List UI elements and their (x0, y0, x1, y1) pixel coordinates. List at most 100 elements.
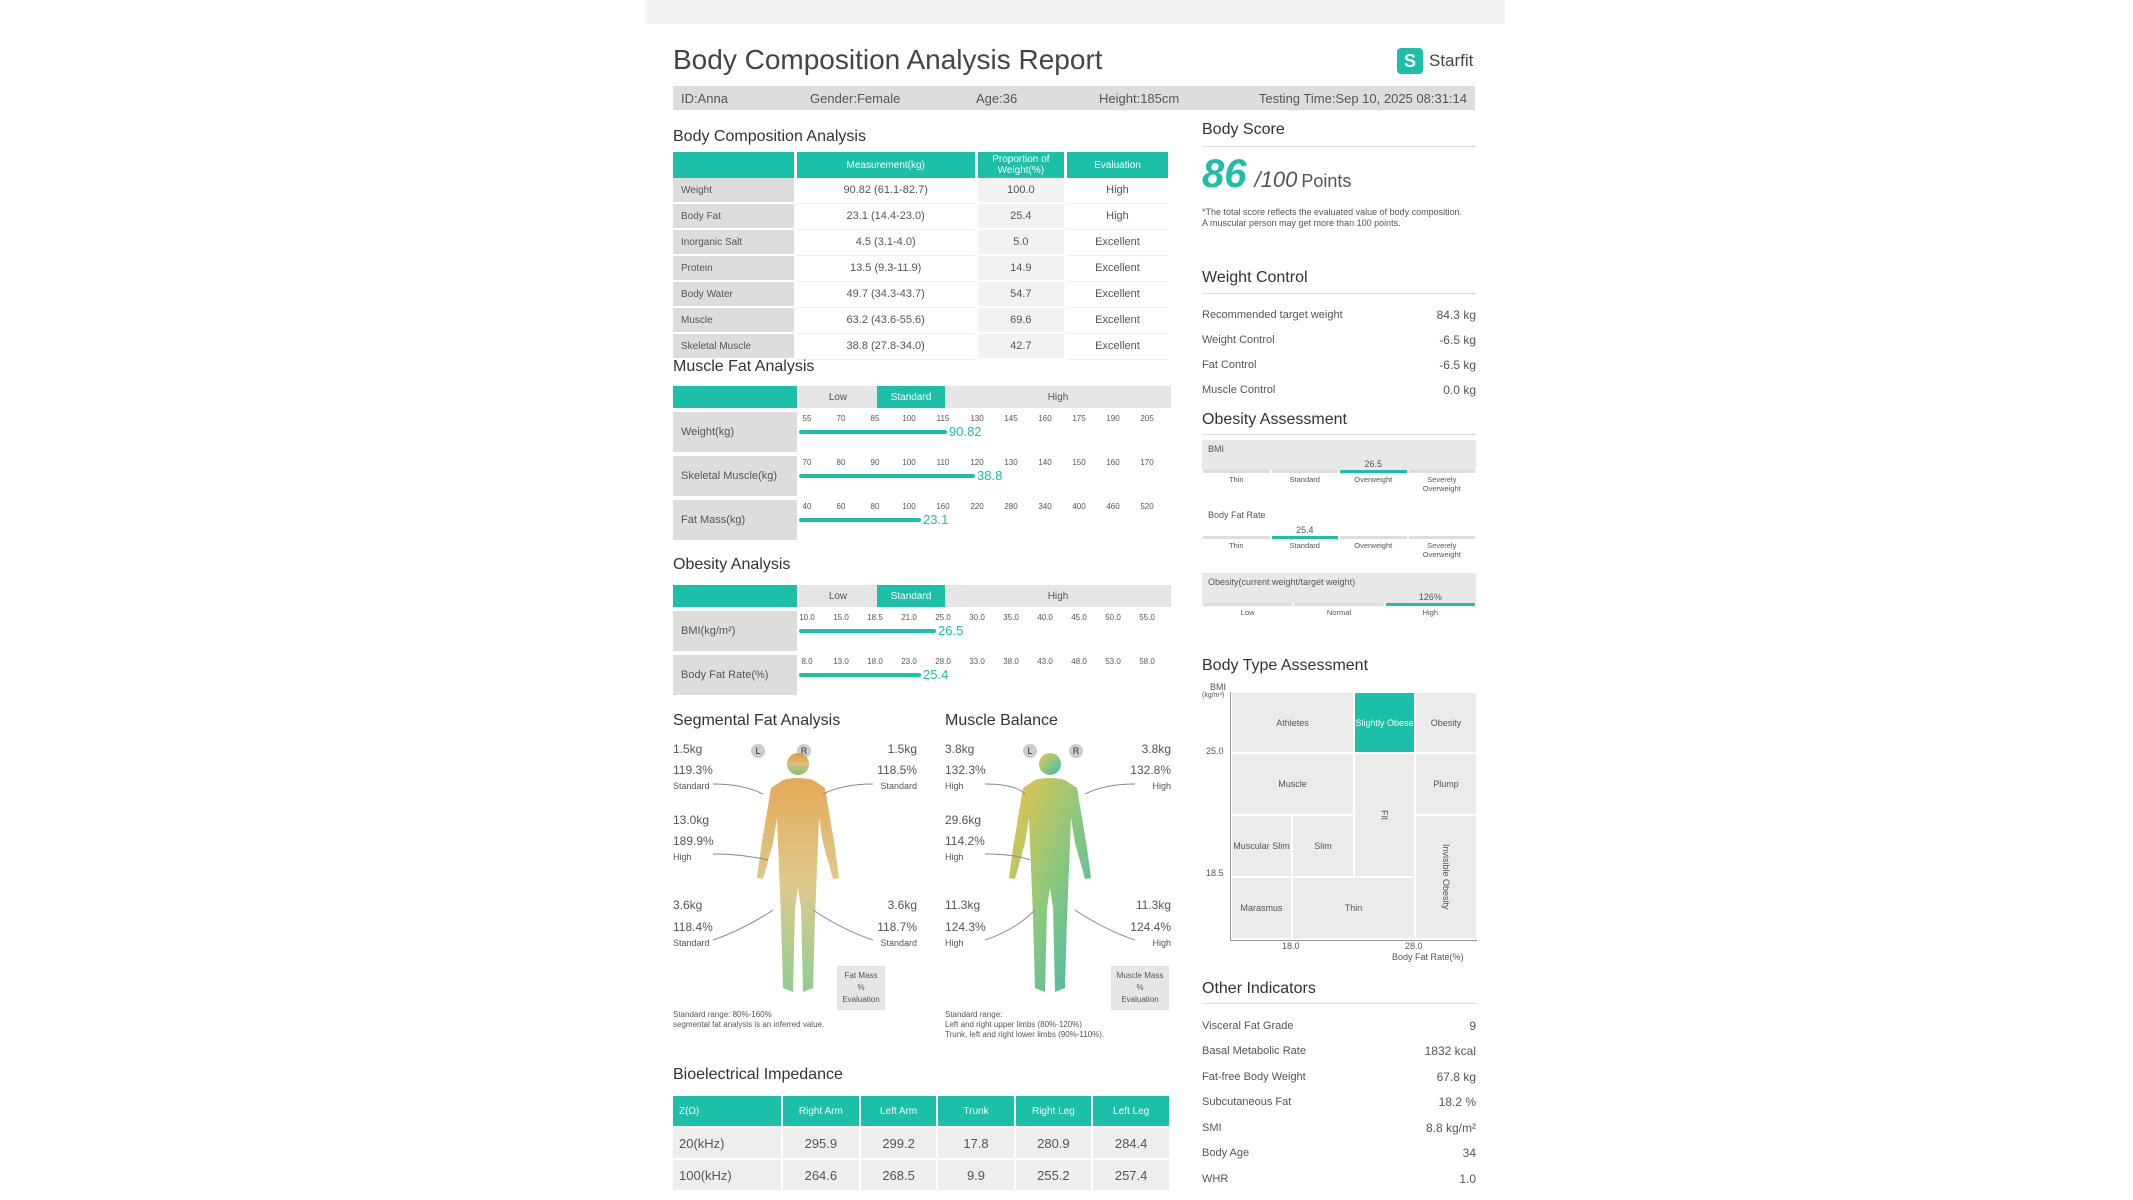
section-title-other-indicators: Other Indicators (1202, 980, 1316, 997)
assessment-segment (1408, 470, 1475, 473)
scale-tick: 70 (802, 458, 812, 467)
value-bar (799, 629, 936, 633)
muscle-legend-box: Muscle Mass % Evaluation (1111, 966, 1169, 1010)
left-leg-eval: High (945, 938, 964, 948)
section-title-bioelectrical: Bioelectrical Impedance (673, 1066, 843, 1083)
list-item: Fat-free Body Weight 67.8 kg (1202, 1064, 1476, 1090)
scale-tick: 13.0 (833, 657, 849, 666)
cell-plump: Plump (1415, 753, 1477, 815)
item-value: 67.8 kg (1436, 1069, 1476, 1084)
muscle-balance-panel: 3.8kg 132.3% High 3.8kg 132.8% High 29.6… (945, 740, 1175, 1040)
proportion-cell: 25.4 (976, 203, 1067, 230)
scale-tick: 8.0 (801, 657, 813, 666)
legend-evaluation: Evaluation (842, 995, 880, 1004)
item-value: 34 (1462, 1146, 1476, 1161)
table-cell: 20(kHz) (673, 1126, 783, 1159)
scale-tick: 205 (1140, 414, 1154, 423)
scale-tick: 23.0 (901, 657, 917, 666)
item-label: Fat-free Body Weight (1202, 1070, 1306, 1083)
obesity-analysis-chart: Low Standard High BMI(kg/m²) 10.0 15.0 18.5 21.… (673, 585, 1171, 695)
section-title-segmental-fat: Segmental Fat Analysis (673, 712, 841, 729)
divider (1202, 1003, 1476, 1004)
scale-tick: 110 (936, 458, 950, 467)
trunk-kg: 29.6kg (945, 813, 982, 827)
left-leg-kg: 11.3kg (945, 898, 981, 912)
assessment-value: 25.4 (1295, 525, 1314, 535)
proportion-cell: 14.9 (976, 255, 1067, 282)
divider (1202, 293, 1476, 294)
scale-tick: 60 (836, 502, 846, 511)
cell-obesity: Obesity (1415, 692, 1477, 753)
list-item: SMI 8.8 kg/m² (1202, 1115, 1476, 1141)
scale-tick: 28.0 (935, 657, 951, 666)
table-cell: 257.4 (1092, 1158, 1171, 1190)
assessment-band-label: Standard (1289, 475, 1320, 484)
scale-tick: 100 (902, 458, 916, 467)
right-arm-pct: 132.8% (1130, 763, 1171, 777)
col-header: Right Arm (782, 1096, 861, 1127)
assessment-band-label: High (1422, 608, 1439, 617)
section-title-body-type: Body Type Assessment (1202, 657, 1369, 674)
item-label: Muscle Control (1202, 383, 1276, 396)
row-label: Protein (673, 255, 797, 282)
info-gender: Gender:Female (810, 91, 901, 106)
scale-tick: 18.0 (867, 657, 883, 666)
table-cell: 255.2 (1014, 1158, 1094, 1190)
value-label: 23.1 (923, 512, 949, 527)
cell-muscular-slim: Muscular Slim (1231, 815, 1292, 877)
value-bar (799, 430, 947, 434)
item-value: 0.0 kg (1443, 382, 1476, 397)
table-cell: 100(kHz) (673, 1158, 783, 1190)
scale-tick: 40 (802, 502, 812, 511)
table-row: 100(kHz) 264.6 268.5 9.9 255.2 257.4 (673, 1158, 1171, 1190)
left-marker: L (751, 744, 765, 758)
left-leg-eval: Standard (673, 938, 710, 948)
row-label: Fat Mass(kg) (673, 500, 797, 540)
left-leg-pct: 118.4% (673, 920, 713, 934)
brand-logo: S Starfit (1397, 48, 1473, 74)
assessment-band-label: Low (1240, 608, 1255, 617)
measurement-cell: 13.5 (9.3-11.9) (795, 255, 978, 282)
y-axis-unit: (kg/m²) (1202, 692, 1225, 699)
value-label: 26.5 (938, 623, 964, 638)
score-notes: *The total score reflects the evaluated … (1202, 207, 1476, 229)
score-value: 86 (1202, 152, 1247, 196)
info-age: Age:36 (976, 91, 1018, 106)
scale-tick: 140 (1038, 458, 1052, 467)
table-cell: 9.9 (937, 1158, 1016, 1190)
value-label: 90.82 (949, 424, 982, 439)
assessment-segment (1340, 470, 1407, 473)
scale-tick: 190 (1106, 414, 1120, 423)
cell-marasmus: Marasmus (1231, 877, 1292, 939)
right-arm-kg: 1.5kg (887, 742, 917, 756)
score-note: *The total score reflects the evaluated … (1202, 207, 1463, 217)
info-testing-time: Testing Time:Sep 10, 2025 08:31:14 (1258, 91, 1467, 106)
band-corner (673, 386, 797, 408)
scale-tick: 18.5 (867, 613, 883, 622)
right-marker: R (1069, 744, 1083, 758)
scale-tick: 170 (1140, 458, 1154, 467)
scale-tick: 280 (1004, 502, 1018, 511)
fat-leader-lines (713, 783, 873, 941)
scale-tick: 175 (1072, 414, 1086, 423)
band-low: Low (799, 386, 877, 408)
scale-tick: 130 (1004, 458, 1018, 467)
right-arm-eval: High (1152, 781, 1171, 791)
proportion-cell: 69.6 (976, 307, 1067, 334)
col-header: Right Leg (1014, 1096, 1094, 1127)
assessment-band-label: Normal (1326, 608, 1352, 617)
muscle-note: Standard range: (945, 1010, 1003, 1019)
evaluation-cell: Excellent (1065, 333, 1172, 360)
cell-slightly-obese: Slightly Obese (1354, 692, 1415, 753)
scale-tick: 15.0 (833, 613, 849, 622)
scale-tick: 33.0 (969, 657, 985, 666)
trunk-pct: 114.2% (945, 834, 985, 848)
scale-tick: 45.0 (1071, 613, 1087, 622)
table-cell: 284.4 (1092, 1126, 1171, 1159)
section-title-weight-control: Weight Control (1202, 269, 1308, 286)
section-title-obesity-assessment: Obesity Assessment (1202, 411, 1347, 428)
assessment-bg (1202, 440, 1476, 470)
col-header: Z(Ω) (673, 1096, 783, 1127)
table-row: 20(kHz) 295.9 299.2 17.8 280.9 284.4 (673, 1126, 1171, 1159)
assessment-value: 126% (1418, 592, 1442, 602)
